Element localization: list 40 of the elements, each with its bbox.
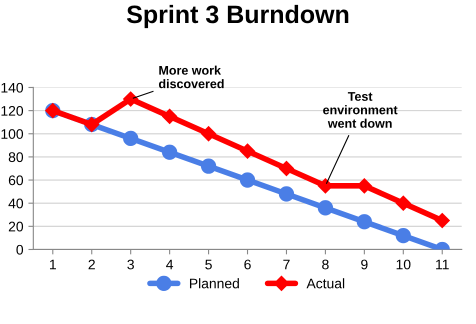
x-tick-label: 4 xyxy=(166,260,174,270)
y-tick-label: 140 xyxy=(1,82,24,93)
x-tick-label: 9 xyxy=(361,260,368,270)
annotation: More work discovered xyxy=(158,66,224,88)
point xyxy=(396,228,411,244)
chart-title: Sprint 3 Burndown xyxy=(126,4,348,28)
point xyxy=(318,200,334,216)
point xyxy=(434,212,450,228)
x-tick-label: 7 xyxy=(283,260,290,270)
point xyxy=(278,160,294,176)
x-tick-label: 1 xyxy=(50,260,56,270)
y-tick-label: 80 xyxy=(8,152,24,162)
point xyxy=(201,126,216,142)
point xyxy=(396,196,411,211)
point xyxy=(123,91,138,107)
legend-label: Planned xyxy=(190,278,239,288)
x-tick-label: 11 xyxy=(436,260,449,270)
y-tick-label: 0 xyxy=(16,244,24,255)
point xyxy=(318,178,333,194)
legend-label: Actual xyxy=(306,278,344,288)
point xyxy=(123,130,138,146)
point xyxy=(200,158,216,174)
x-tick-label: 8 xyxy=(322,260,329,270)
x-tick-label: 3 xyxy=(127,260,134,270)
y-tick-label: 40 xyxy=(8,198,24,208)
y-tick-label: 20 xyxy=(8,222,24,232)
x-tick-label: 10 xyxy=(396,260,410,270)
x-tick-label: 2 xyxy=(88,260,95,270)
point xyxy=(240,144,256,159)
x-tick-label: 5 xyxy=(205,260,212,270)
point xyxy=(240,172,256,188)
y-tick-label: 100 xyxy=(1,129,24,139)
y-tick-label: 60 xyxy=(8,175,24,186)
x-tick-label: 6 xyxy=(244,260,251,270)
point xyxy=(162,108,178,124)
point xyxy=(162,144,178,160)
point xyxy=(278,186,294,202)
point xyxy=(356,214,372,230)
y-tick-label: 120 xyxy=(1,106,24,116)
annotation: Test environment went down xyxy=(323,92,398,128)
